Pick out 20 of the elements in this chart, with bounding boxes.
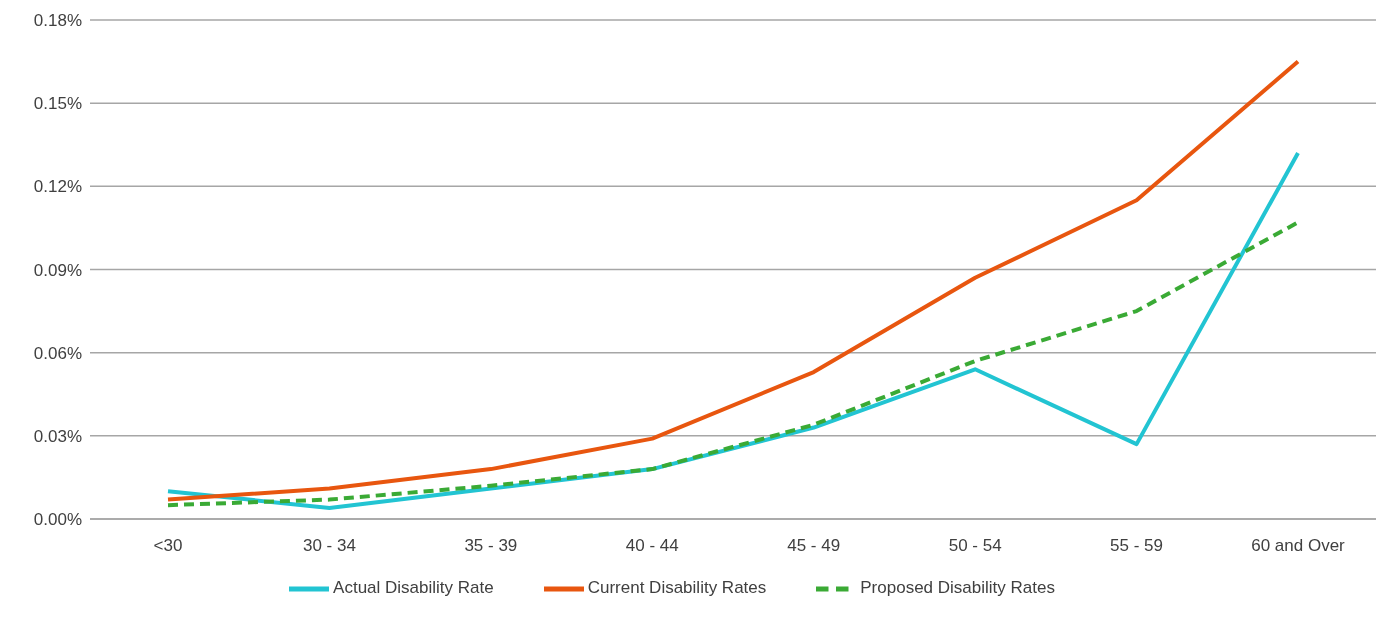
x-tick-label: 30 - 34 xyxy=(302,536,356,556)
x-tick-label: 60 and Over xyxy=(1251,536,1346,556)
y-tick-label: 0.18% xyxy=(33,11,82,31)
x-tick-label: 45 - 49 xyxy=(787,536,841,556)
y-tick-label: 0.00% xyxy=(33,510,82,530)
x-tick-label: 50 - 54 xyxy=(948,536,1002,556)
x-tick-label: 40 - 44 xyxy=(625,536,679,556)
line-series xyxy=(166,59,1300,502)
legend-label: Current Disability Rates xyxy=(587,578,767,598)
legend-label: Actual Disability Rate xyxy=(333,578,494,598)
y-tick-label: 0.15% xyxy=(33,94,82,114)
x-tick-label: 35 - 39 xyxy=(464,536,518,556)
line-series xyxy=(166,220,1300,508)
y-tick-label: 0.06% xyxy=(33,343,82,363)
x-tick-label: 55 - 59 xyxy=(1110,536,1164,556)
y-tick-label: 0.03% xyxy=(33,426,82,446)
legend-label: Proposed Disability Rates xyxy=(860,578,1055,598)
y-tick-label: 0.12% xyxy=(33,177,82,197)
y-tick-label: 0.09% xyxy=(33,260,82,280)
x-tick-label: <30 xyxy=(153,536,183,556)
